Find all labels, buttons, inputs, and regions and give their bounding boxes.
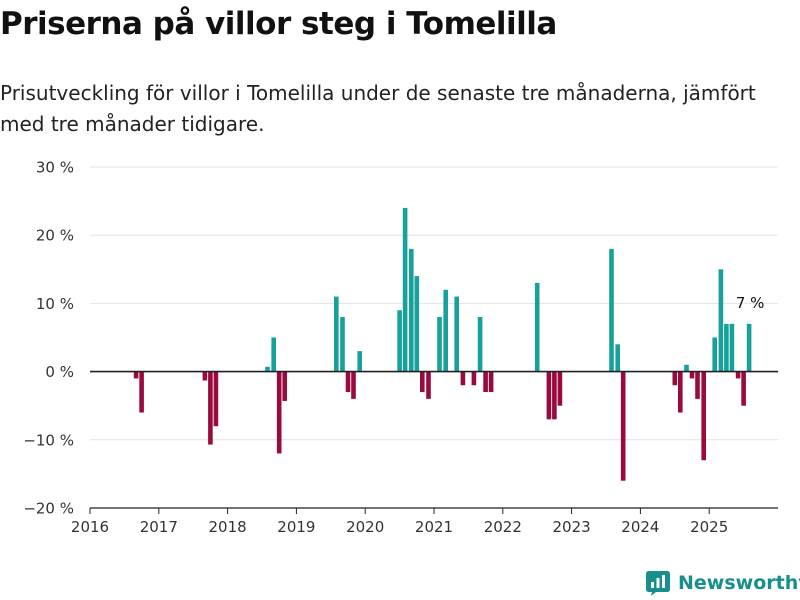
brand-logo: Newsworthy xyxy=(645,567,800,599)
bar xyxy=(340,317,345,372)
bar xyxy=(746,323,752,372)
bar xyxy=(712,337,718,372)
grid-lines xyxy=(90,166,778,509)
x-tick-label: 2016 xyxy=(71,518,109,536)
bar xyxy=(276,371,282,454)
bar xyxy=(718,269,724,372)
bar xyxy=(265,366,270,372)
annotations: 7 % xyxy=(736,294,765,312)
bar xyxy=(735,371,741,379)
bar xyxy=(454,296,460,372)
bar xyxy=(345,371,351,393)
annotation-label: 7 % xyxy=(736,294,765,312)
bar xyxy=(426,371,431,399)
x-axis-ticks: 2016 2017 2018 2019 2020 2021 2022 2023 2024 2025 xyxy=(71,508,728,536)
x-tick-label: 2022 xyxy=(484,518,522,536)
bar xyxy=(615,344,620,372)
bar xyxy=(483,371,488,393)
brand-name: Newsworthy xyxy=(678,572,800,594)
chart-subtitle: Prisutveckling för villor i Tomelilla un… xyxy=(0,81,756,136)
bar xyxy=(609,248,614,372)
bar xyxy=(695,371,700,399)
y-tick-label: −10 % xyxy=(23,431,74,449)
x-tick-label: 2021 xyxy=(415,518,453,536)
x-tick-label: 2024 xyxy=(621,518,659,536)
bar xyxy=(488,371,494,393)
bar xyxy=(460,371,466,386)
bar xyxy=(678,371,683,413)
bar xyxy=(408,248,414,372)
bar xyxy=(534,282,540,372)
bar xyxy=(414,276,420,372)
bar xyxy=(557,371,563,406)
bar xyxy=(282,371,288,401)
chart-title: Priserna på villor steg i Tomelilla xyxy=(0,6,557,42)
bar xyxy=(397,310,402,372)
bar xyxy=(133,371,139,379)
bar xyxy=(271,337,276,372)
bar xyxy=(402,207,408,372)
bar xyxy=(620,371,626,481)
x-tick-label: 2023 xyxy=(553,518,591,536)
bar xyxy=(351,371,356,399)
x-tick-label: 2025 xyxy=(690,518,728,536)
bar xyxy=(546,371,552,420)
bar xyxy=(213,371,219,427)
bar xyxy=(437,317,442,372)
bar xyxy=(334,296,339,372)
y-tick-label: 30 % xyxy=(36,159,74,177)
y-axis-ticks: 30 % 20 % 10 % 0 % −10 % −20 % xyxy=(23,159,74,518)
bar xyxy=(741,371,746,406)
bar xyxy=(208,371,213,445)
x-tick-label: 2018 xyxy=(209,518,247,536)
bar xyxy=(202,371,208,381)
bars xyxy=(133,207,752,481)
bar xyxy=(689,371,695,379)
y-tick-label: 10 % xyxy=(36,295,74,313)
bar xyxy=(471,371,477,386)
bar xyxy=(684,364,689,372)
bar xyxy=(420,371,425,393)
bar xyxy=(672,371,678,386)
x-tick-label: 2020 xyxy=(346,518,384,536)
bar xyxy=(724,323,729,372)
bar xyxy=(139,371,144,413)
bar xyxy=(443,289,448,372)
y-tick-label: 20 % xyxy=(36,227,74,245)
newsworthy-logo-icon xyxy=(646,571,670,596)
x-tick-label: 2017 xyxy=(140,518,178,536)
bar xyxy=(701,371,706,461)
bar xyxy=(552,371,557,420)
y-tick-label: 0 % xyxy=(45,363,74,381)
x-tick-label: 2019 xyxy=(277,518,315,536)
y-tick-label: −20 % xyxy=(23,500,74,518)
bar xyxy=(477,317,483,372)
bar xyxy=(357,351,362,372)
bar xyxy=(729,323,735,372)
